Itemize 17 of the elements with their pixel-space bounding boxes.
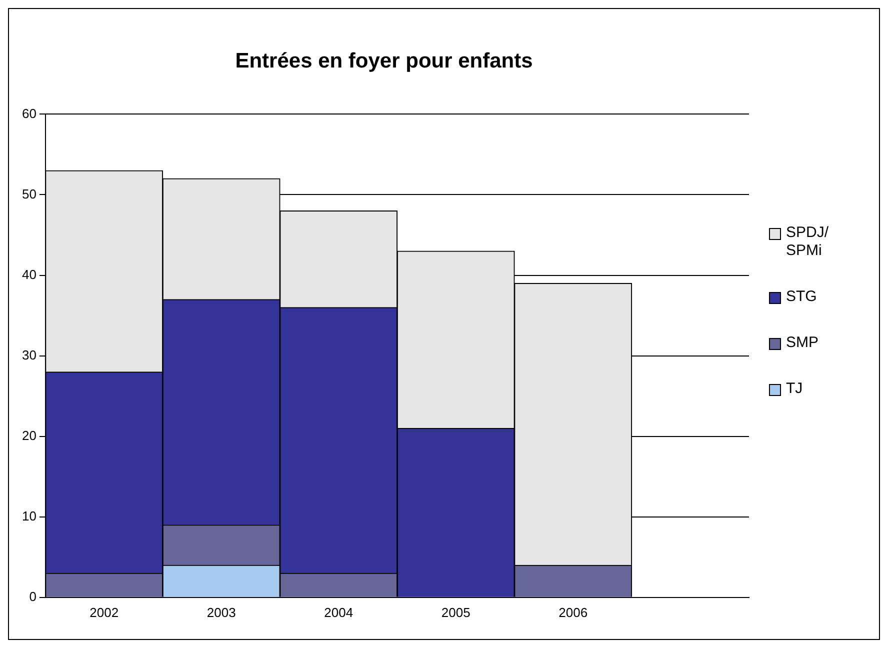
x-tick-label: 2006	[558, 604, 588, 620]
y-tick-label: 10	[22, 508, 36, 524]
y-tick-label: 20	[22, 428, 36, 443]
legend-label: TJ	[786, 380, 804, 398]
legend-label: SMP	[786, 334, 820, 352]
y-tick-label: 40	[22, 266, 36, 282]
y-tick-label: 30	[22, 347, 36, 362]
x-tick-label: 2002	[90, 604, 119, 620]
x-tick-label: 2005	[441, 604, 470, 620]
y-tick-label: 0	[29, 588, 36, 604]
legend-label: STG	[786, 288, 818, 306]
y-tick-label: 60	[22, 106, 36, 121]
y-tick-label: 50	[22, 186, 36, 202]
x-tick-label: 2003	[206, 604, 236, 620]
legend-label: SPDJ/SPMi	[786, 224, 830, 260]
x-tick-label: 2004	[324, 604, 354, 620]
chart-title: Entrées en foyer pour enfants	[235, 49, 533, 72]
